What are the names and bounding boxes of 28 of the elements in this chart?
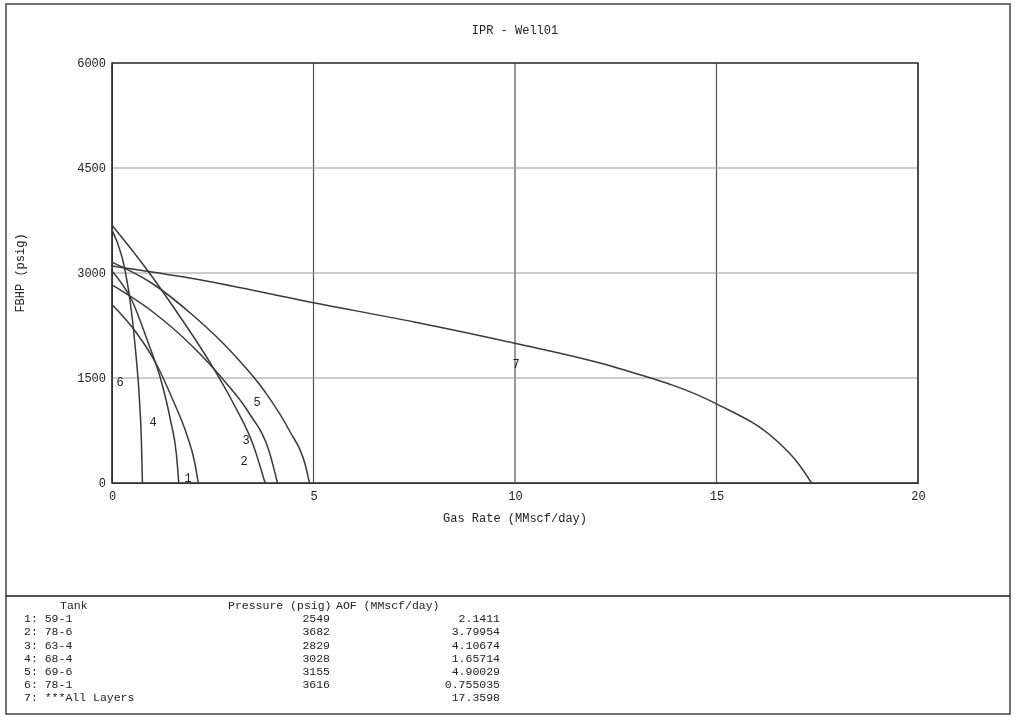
- y-axis-title: FBHP (psig): [14, 233, 28, 313]
- x-tick-label: 5: [310, 489, 318, 504]
- y-tick-label: 4500: [77, 162, 106, 177]
- x-tick-label: 15: [709, 489, 725, 504]
- annotation: 2: [240, 455, 248, 470]
- x-axis-title: Gas Rate (MMscf/day): [442, 512, 588, 526]
- x-tick-label: 10: [508, 489, 523, 504]
- annotation: 1: [184, 472, 192, 487]
- y-tick-label: 6000: [77, 57, 106, 72]
- x-tick-label: 20: [911, 489, 926, 504]
- y-tick-label: 0: [98, 477, 106, 492]
- y-tick-label: 3000: [77, 267, 106, 282]
- text: 2: 78-6 3682 3.79954: [24, 625, 500, 639]
- annotation: 4: [149, 416, 157, 431]
- text: 3: 63-4 2829 4.10674: [24, 638, 500, 652]
- annotation: 3: [242, 434, 250, 449]
- annotation: 7: [512, 358, 520, 373]
- annotation: 5: [253, 396, 261, 411]
- x-tick-label: 0: [108, 489, 117, 504]
- chart-title: IPR - Well01: [471, 24, 559, 38]
- annotation: 6: [116, 376, 124, 391]
- y-tick-label: 1500: [77, 372, 106, 387]
- text: 6: 78-1 3616 0.755035: [24, 678, 500, 692]
- text: 1: 59-1 2549 2.1411: [24, 612, 500, 626]
- text: 5: 69-6 3155 4.90029: [24, 665, 500, 678]
- text: 4: 68-4 3028 1.65714: [24, 651, 500, 665]
- text: Tank Pressure (psig) AOF (MMscf/day): [60, 599, 440, 612]
- text: 7: ***All Layers 17.3598: [24, 691, 500, 705]
